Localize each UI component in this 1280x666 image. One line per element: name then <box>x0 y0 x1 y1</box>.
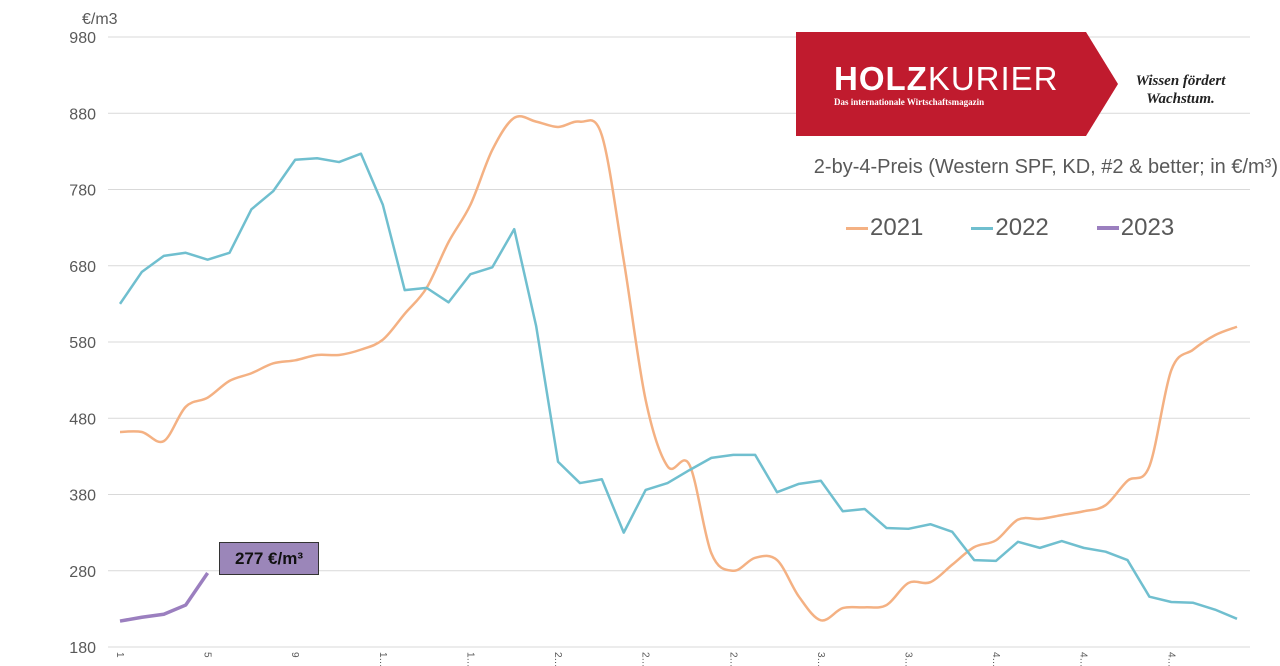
x-tick-label: 9 <box>289 652 300 658</box>
x-tick-label: 3… <box>902 652 913 666</box>
series-line-2023 <box>119 572 210 623</box>
x-tick-label: 2… <box>727 652 738 666</box>
holzkurier-logo: HOLZKURIER Das internationale Wirtschaft… <box>796 32 1118 136</box>
legend-item-2021: 2021 <box>846 214 923 242</box>
y-tick-label: 280 <box>69 564 96 581</box>
x-tick-label: 1… <box>377 652 388 666</box>
legend-item-2022: 2022 <box>971 214 1049 242</box>
x-tick-label: 4… <box>1165 652 1176 666</box>
series-line-2022 <box>118 152 1238 620</box>
chart-title: 2-by-4-Preis (Western SPF, KD, #2 & bett… <box>813 156 1278 178</box>
y-tick-label: 980 <box>69 30 96 47</box>
y-tick-label: 880 <box>69 106 96 123</box>
y-tick-label: 480 <box>69 411 96 428</box>
legend-item-2023: 2023 <box>1096 214 1174 242</box>
y-tick-label: 680 <box>69 259 96 276</box>
y-tick-label: 780 <box>69 183 96 200</box>
series-line-2021 <box>119 114 1238 622</box>
y-tick-label: 380 <box>69 488 96 505</box>
x-tick-label: 5 <box>202 652 213 658</box>
x-tick-label: 4… <box>990 652 1001 666</box>
legend: 2021 2022 2023 <box>846 214 1174 242</box>
x-tick-label: 1… <box>464 652 475 666</box>
annotation-2023-latest: 277 €/m³ <box>219 542 319 575</box>
x-tick-label: 1 <box>114 652 125 658</box>
x-tick-label: 2… <box>640 652 651 666</box>
y-axis-title: €/m3 <box>82 11 118 28</box>
x-tick-label: 3… <box>815 652 826 666</box>
y-tick-label: 580 <box>69 335 96 352</box>
x-tick-label: 4… <box>1078 652 1089 666</box>
logo-slogan: Wissen fördert Wachstum. <box>1135 73 1226 107</box>
x-tick-label: 2… <box>552 652 563 666</box>
y-tick-label: 180 <box>69 640 96 657</box>
